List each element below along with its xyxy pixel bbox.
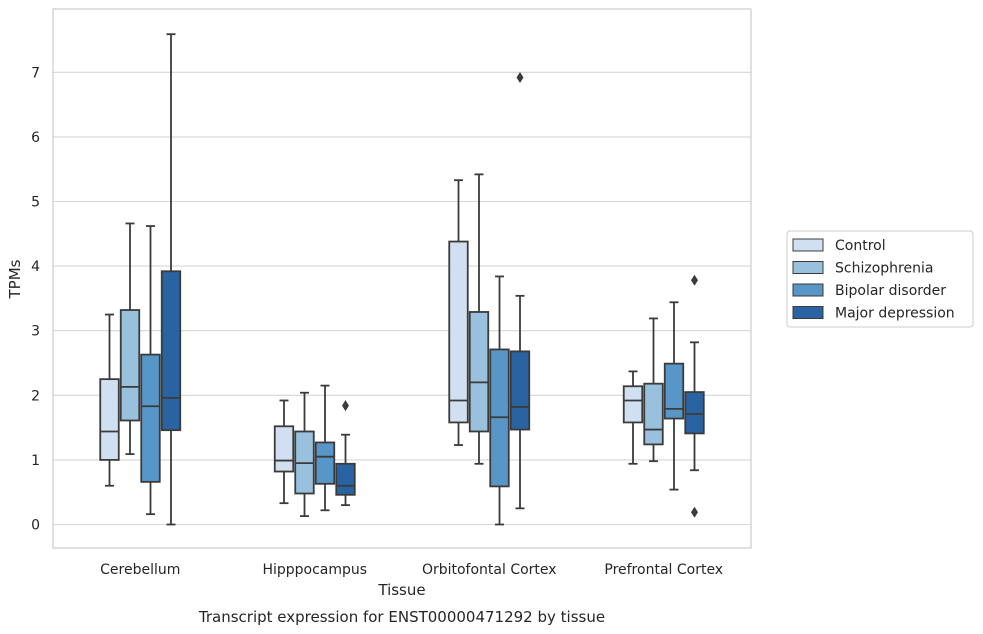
x-tick-label: Prefrontal Cortex <box>604 562 723 578</box>
outlier-marker <box>691 274 698 286</box>
box-iqr <box>335 462 356 496</box>
legend-swatch <box>792 238 824 252</box>
box-iqr <box>160 270 182 432</box>
box-iqr <box>140 353 161 483</box>
box-iqr <box>643 382 664 446</box>
x-tick-label: Orbitofontal Cortex <box>422 562 557 578</box>
y-tick-labels: 0 1 2 3 4 5 6 7 <box>31 65 40 533</box>
legend-swatch <box>792 283 824 297</box>
y-tick-label: 0 <box>31 518 40 534</box>
box-iqr <box>99 378 120 461</box>
box-iqr <box>622 385 644 424</box>
box-bipolar-disorder <box>489 275 510 526</box>
chart-caption: Transcript expression for ENST0000047129… <box>198 608 605 626</box>
y-axis-label: TPMs <box>6 259 24 299</box>
x-axis-label: Tissue <box>377 581 425 599</box>
legend-label: Bipolar disorder <box>835 283 946 299</box>
legend-frame <box>786 230 974 328</box>
legend-label: Control <box>835 238 886 254</box>
box-major-depression <box>160 33 182 526</box>
outlier-marker <box>342 400 349 412</box>
plot-frame <box>52 8 752 549</box>
box-bipolar-disorder <box>314 384 336 512</box>
box-iqr <box>468 311 490 433</box>
box-iqr <box>509 350 531 431</box>
box-iqr <box>273 425 295 473</box>
box-schizophrenia <box>119 222 141 455</box>
box-iqr <box>314 441 336 485</box>
legend: Control Schizophrenia Bipolar disorder Majo… <box>786 230 974 328</box>
x-tick-labels: Cerebellum Hipppocampus Orbitofontal Corte… <box>100 562 723 578</box>
box-iqr <box>663 362 685 420</box>
y-tick-label: 4 <box>31 259 40 275</box>
box-groups <box>99 33 705 526</box>
box-bipolar-disorder <box>663 301 685 491</box>
y-tick-label: 2 <box>31 388 40 404</box>
legend-label: Major depression <box>835 306 955 322</box>
y-tick-label: 7 <box>31 65 40 81</box>
legend-label: Schizophrenia <box>835 261 933 277</box>
x-tick-label: Cerebellum <box>100 562 180 578</box>
box-bipolar-disorder <box>140 225 161 516</box>
box-iqr <box>684 391 705 435</box>
box-iqr <box>448 240 469 424</box>
x-tick-label: Hipppocampus <box>262 562 367 578</box>
outlier-marker <box>516 71 524 83</box>
box-major-depression <box>684 274 705 518</box>
y-tick-label: 3 <box>31 324 40 340</box>
box-schizophrenia <box>294 391 315 518</box>
y-tick-label: 5 <box>31 195 40 211</box>
y-tick-label: 1 <box>31 453 40 469</box>
box-major-depression <box>335 400 356 507</box>
box-control <box>273 399 295 505</box>
box-control <box>99 313 120 487</box>
legend-swatch <box>792 306 824 319</box>
y-tick-label: 6 <box>31 130 40 146</box>
box-control <box>448 179 469 446</box>
box-schizophrenia <box>643 317 664 463</box>
box-major-depression <box>509 71 531 510</box>
box-iqr <box>119 309 141 422</box>
legend-swatch <box>792 261 824 274</box>
box-schizophrenia <box>468 173 490 465</box>
box-control <box>622 370 644 465</box>
outlier-marker <box>691 506 698 518</box>
